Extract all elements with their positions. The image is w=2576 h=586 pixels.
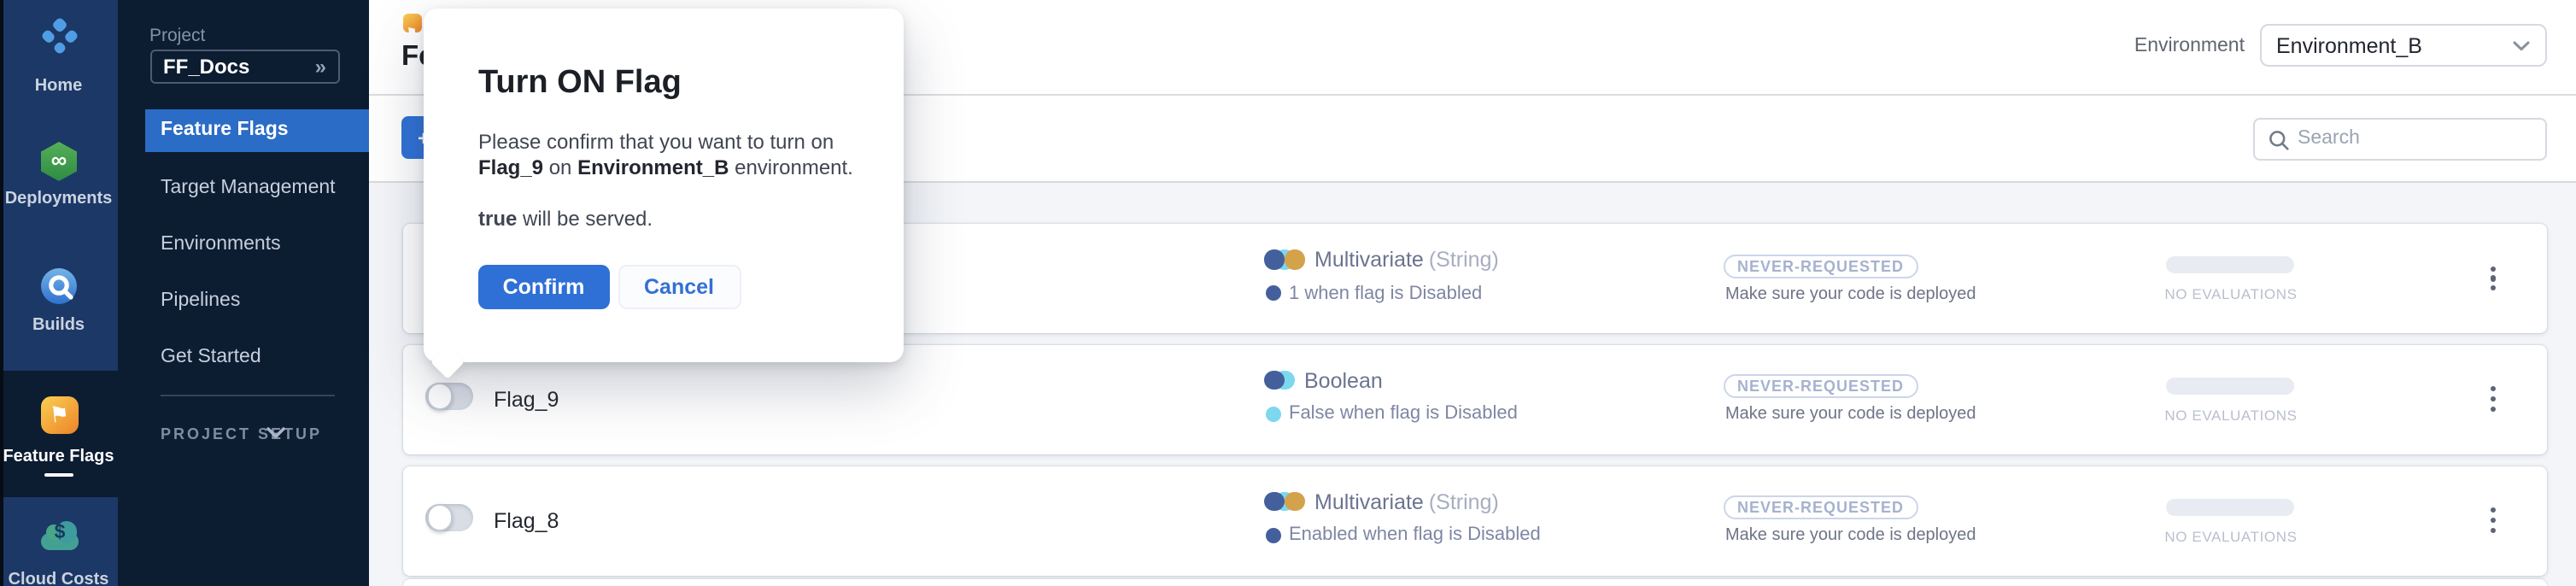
sidebar-item-feature-flags[interactable]: Feature Flags: [144, 108, 368, 152]
default-rule-text: False when flag is Disabled: [1289, 403, 1518, 424]
sidebar-item-target-management[interactable]: Target Management: [161, 177, 336, 197]
search-icon: [2269, 130, 2289, 149]
flag-type-cell: Boolean False when flag is Disabled: [1264, 366, 1518, 427]
rail-item-deployments[interactable]: ∞ Deployments: [0, 142, 117, 220]
evaluations-placeholder-bar: [2166, 256, 2294, 273]
builds-icon: [41, 268, 77, 313]
rail-item-label: Deployments: [4, 190, 113, 208]
row-menu-button[interactable]: [2479, 260, 2507, 297]
status-caption: Make sure your code is deployed: [1725, 405, 1976, 424]
status-caption: Make sure your code is deployed: [1725, 526, 1976, 545]
sidebar-item-pipelines[interactable]: Pipelines: [161, 290, 241, 310]
cancel-button[interactable]: Cancel: [618, 265, 741, 308]
default-variant-dot: [1266, 527, 1281, 542]
flag-type-cell: Multivariate (String) 1 when flag is Dis…: [1264, 246, 1499, 307]
project-setup-toggle[interactable]: PROJECT SETUP: [161, 425, 322, 442]
chevron-down-icon: [266, 426, 285, 437]
rail-item-feature-flags[interactable]: ⚑ Feature Flags: [0, 396, 117, 482]
variant-circle-navy: [1264, 249, 1284, 270]
row-menu-button[interactable]: [2479, 501, 2507, 539]
dialog-flag-name: Flag_9: [478, 155, 544, 179]
rail-item-home[interactable]: Home: [0, 16, 117, 96]
dialog-body-text: Please confirm that you want to turn on: [478, 130, 834, 154]
project-setup-label: PROJECT SETUP: [161, 425, 323, 442]
rail-item-cloud-costs[interactable]: $ Cloud Costs: [0, 521, 117, 586]
feature-flags-icon: ⚑: [40, 396, 78, 434]
deployments-icon: ∞: [41, 142, 77, 181]
rail-item-label: Builds: [32, 316, 85, 335]
flag-type-detail: (String): [1428, 248, 1499, 272]
flag-name: Flag_9: [494, 387, 559, 411]
dialog-body-text: on: [543, 155, 578, 179]
flag-type-label: Boolean: [1304, 368, 1383, 392]
rail-item-label: Home: [34, 77, 83, 96]
flag-row[interactable]: Flag_8 Multivariate (String) Enabled whe…: [402, 466, 2547, 575]
flag-type-label: Multivariate: [1314, 489, 1424, 513]
dialog-body: Please confirm that you want to turn on …: [478, 130, 858, 179]
dialog-title: Turn ON Flag: [478, 65, 682, 101]
row-menu-button[interactable]: [2479, 380, 2507, 418]
chevron-down-icon: [2513, 41, 2530, 51]
rail-item-builds[interactable]: Builds: [0, 268, 117, 347]
project-selector[interactable]: FF_Docs »: [149, 49, 340, 83]
project-sidebar: Project FF_Docs » Feature Flags Target M…: [117, 0, 368, 586]
sidebar-item-get-started[interactable]: Get Started: [161, 346, 261, 366]
status-caption: Make sure your code is deployed: [1725, 284, 1976, 303]
evaluations-label: NO EVALUATIONS: [2164, 527, 2298, 544]
module-rail: Home ∞ Deployments Builds ⚑ Feature Flag…: [0, 0, 117, 586]
flag-toggle[interactable]: [425, 382, 473, 410]
flag-name: Flag_8: [494, 508, 559, 532]
default-variant-dot: [1266, 406, 1281, 421]
expand-project-icon[interactable]: »: [314, 54, 326, 78]
flag-toggle[interactable]: [425, 503, 473, 531]
sidebar-item-label: Feature Flags: [161, 120, 289, 140]
sidebar-divider: [161, 395, 335, 396]
flag-type-cell: Multivariate (String) Enabled when flag …: [1264, 488, 1541, 548]
search-input[interactable]: [2298, 120, 2537, 156]
flag-type-label: Multivariate: [1314, 248, 1424, 272]
sidebar-item-environments[interactable]: Environments: [161, 233, 281, 254]
turn-on-flag-dialog: Turn ON Flag Please confirm that you wan…: [424, 9, 903, 378]
dialog-served-line: true will be served.: [478, 206, 858, 230]
status-badge: NEVER-REQUESTED: [1724, 374, 1918, 398]
default-rule-text: Enabled when flag is Disabled: [1289, 524, 1541, 545]
evaluations-placeholder-bar: [2166, 498, 2294, 515]
status-badge: NEVER-REQUESTED: [1724, 495, 1918, 519]
served-text: will be served.: [517, 206, 653, 230]
default-rule-text: 1 when flag is Disabled: [1289, 283, 1483, 303]
environment-dropdown[interactable]: Environment_B: [2259, 24, 2547, 67]
rail-item-label: Cloud Costs: [8, 570, 109, 586]
active-underline: [44, 472, 73, 477]
variant-circle-navy: [1264, 491, 1284, 512]
evaluations-label: NO EVALUATIONS: [2164, 406, 2298, 423]
environment-value: Environment_B: [2276, 34, 2422, 58]
confirm-button[interactable]: Confirm: [478, 265, 609, 308]
variant-circle-gold: [1285, 249, 1304, 270]
project-section-label: Project: [149, 26, 206, 46]
variant-circle-navy: [1264, 370, 1284, 390]
evaluations-placeholder-bar: [2166, 377, 2294, 394]
flag-row-partial: [402, 579, 2547, 586]
served-value: true: [478, 206, 518, 230]
search-box: [2253, 117, 2547, 160]
window-edge: [0, 0, 3, 586]
dialog-body-text: environment.: [729, 155, 853, 179]
flag-row[interactable]: Flag_9 Boolean False when flag is Disabl…: [402, 344, 2547, 454]
variant-circle-gold: [1285, 491, 1304, 512]
evaluations-label: NO EVALUATIONS: [2164, 285, 2298, 302]
environment-label: Environment: [2134, 35, 2245, 56]
dialog-environment-name: Environment_B: [577, 155, 729, 179]
rail-item-label: Feature Flags: [3, 447, 114, 466]
cloud-costs-icon: $: [41, 521, 79, 549]
page-flag-icon: ⚑: [403, 14, 422, 40]
default-variant-dot: [1266, 285, 1281, 301]
status-badge: NEVER-REQUESTED: [1724, 254, 1918, 278]
flag-type-detail: (String): [1428, 489, 1499, 513]
harness-logo-icon: [39, 16, 79, 56]
project-name: FF_Docs: [163, 54, 250, 78]
